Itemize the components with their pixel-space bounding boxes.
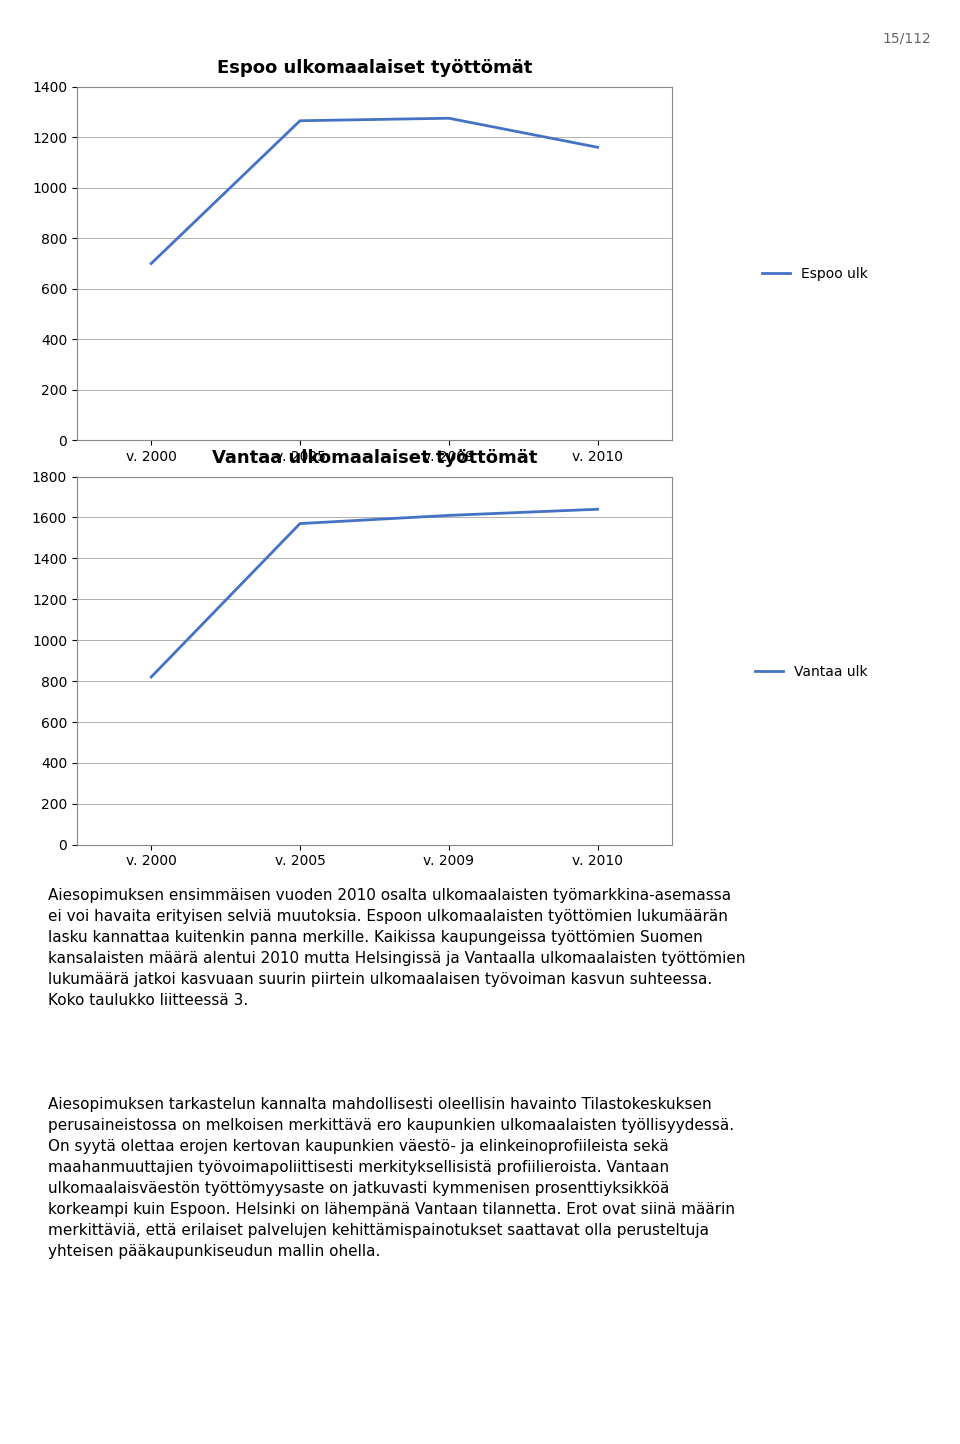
Title: Vantaa ulkomaalaiset työttömät: Vantaa ulkomaalaiset työttömät — [212, 449, 537, 466]
Text: Aiesopimuksen ensimmäisen vuoden 2010 osalta ulkomaalaisten työmarkkina-asemassa: Aiesopimuksen ensimmäisen vuoden 2010 os… — [48, 888, 746, 1008]
Text: 15/112: 15/112 — [882, 32, 931, 46]
Title: Espoo ulkomaalaiset työttömät: Espoo ulkomaalaiset työttömät — [217, 59, 532, 77]
Legend: Vantaa ulk: Vantaa ulk — [750, 658, 874, 684]
Legend: Espoo ulk: Espoo ulk — [756, 261, 874, 287]
Text: Aiesopimuksen tarkastelun kannalta mahdollisesti oleellisin havainto Tilastokesk: Aiesopimuksen tarkastelun kannalta mahdo… — [48, 1097, 735, 1259]
